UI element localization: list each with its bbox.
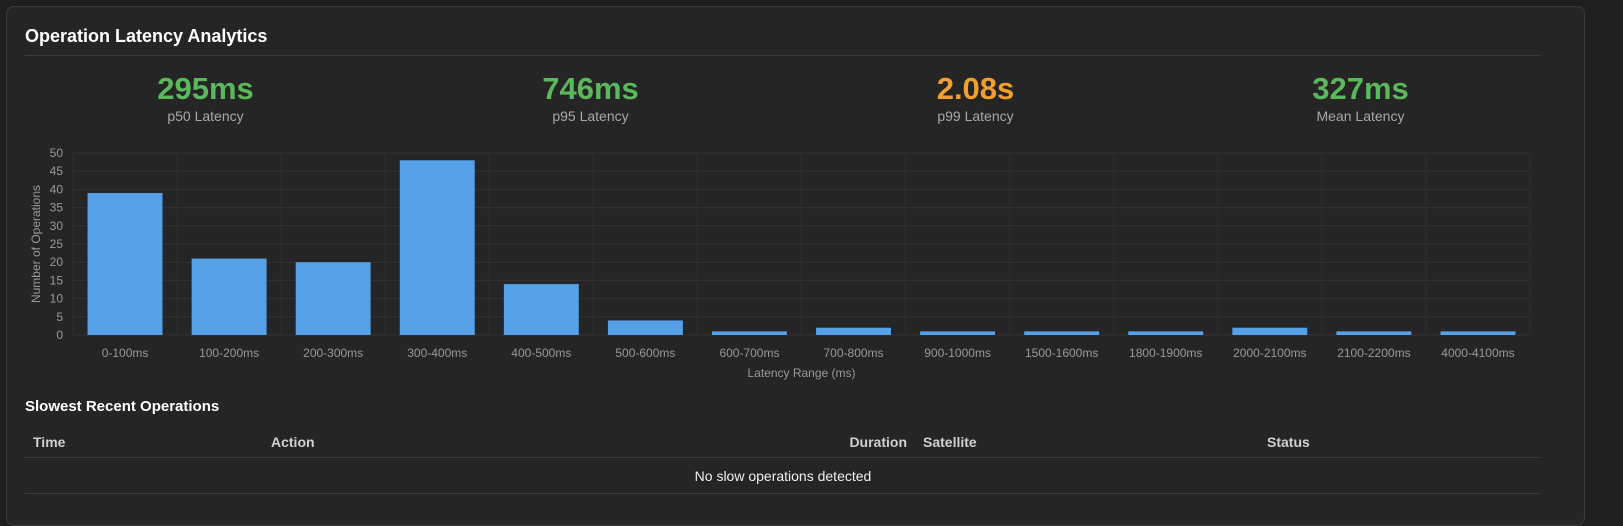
column-time[interactable]: Time xyxy=(25,427,263,458)
y-tick-label: 30 xyxy=(50,219,64,233)
column-satellite[interactable]: Satellite xyxy=(915,427,1259,458)
column-action[interactable]: Action xyxy=(263,427,819,458)
table-row: No slow operations detected xyxy=(25,457,1541,494)
stat-p50-label: p50 Latency xyxy=(167,108,244,124)
histogram-bar xyxy=(399,160,475,335)
panel-title: Operation Latency Analytics xyxy=(25,26,268,46)
stat-p95-value: 746ms xyxy=(542,71,639,106)
histogram-bar xyxy=(1024,331,1100,335)
x-axis-title: Latency Range (ms) xyxy=(747,366,855,380)
x-tick-label: 4000-4100ms xyxy=(1441,346,1514,360)
x-tick-label: 600-700ms xyxy=(719,346,779,360)
y-tick-label: 25 xyxy=(50,237,64,251)
column-status[interactable]: Status xyxy=(1259,427,1541,458)
x-tick-label: 700-800ms xyxy=(824,346,884,360)
histogram-bar xyxy=(711,331,787,335)
stat-p99: 2.08s p99 Latency xyxy=(783,70,1168,125)
y-tick-label: 40 xyxy=(50,182,64,196)
histogram-bar xyxy=(607,320,683,335)
histogram-bar xyxy=(920,331,996,335)
column-duration[interactable]: Duration xyxy=(819,427,915,458)
y-tick-label: 15 xyxy=(50,273,64,287)
x-tick-label: 2000-2100ms xyxy=(1233,346,1306,360)
y-tick-label: 10 xyxy=(50,292,64,306)
x-tick-label: 100-200ms xyxy=(199,346,259,360)
histogram-bar xyxy=(1336,331,1412,335)
histogram-bar xyxy=(503,284,579,335)
stat-mean-label: Mean Latency xyxy=(1316,108,1405,124)
slowest-ops-table: Time Action Duration Satellite Status No… xyxy=(25,427,1541,494)
stat-p50: 295ms p50 Latency xyxy=(13,70,398,125)
histogram-bar xyxy=(191,258,267,335)
latency-histogram-svg: 0 5 10 15 20 25 30 35 40 45 50 0-100ms 100-200ms 200-… xyxy=(29,146,1531,380)
stat-mean-value: 327ms xyxy=(1312,71,1409,106)
histogram-bar xyxy=(1232,327,1308,335)
x-tick-label: 1800-1900ms xyxy=(1129,346,1202,360)
x-tick-label: 900-1000ms xyxy=(924,346,991,360)
x-tick-label: 400-500ms xyxy=(511,346,571,360)
stat-p95: 746ms p95 Latency xyxy=(398,70,783,125)
x-tick-label: 1500-1600ms xyxy=(1025,346,1098,360)
y-axis-title: Number of Operations xyxy=(29,185,43,303)
x-tick-label: 200-300ms xyxy=(303,346,363,360)
histogram-bar xyxy=(1128,331,1204,335)
x-tick-label: 300-400ms xyxy=(407,346,467,360)
stat-p50-value: 295ms xyxy=(157,71,254,106)
x-tick-label: 2100-2200ms xyxy=(1337,346,1410,360)
stat-mean: 327ms Mean Latency xyxy=(1168,70,1553,125)
histogram-bar xyxy=(295,262,371,335)
latency-histogram: 0 5 10 15 20 25 30 35 40 45 50 0-100ms 100-200ms 200-… xyxy=(0,140,1623,390)
histogram-bar xyxy=(1440,331,1516,335)
slowest-ops-title: Slowest Recent Operations xyxy=(25,398,220,415)
title-divider xyxy=(25,55,1541,56)
x-tick-label: 0-100ms xyxy=(102,346,149,360)
stat-p95-label: p95 Latency xyxy=(552,108,629,124)
stat-p99-value: 2.08s xyxy=(936,71,1015,106)
y-tick-label: 35 xyxy=(50,201,64,215)
y-tick-label: 20 xyxy=(50,255,64,269)
x-tick-label: 500-600ms xyxy=(615,346,675,360)
stat-p99-label: p99 Latency xyxy=(937,108,1014,124)
table-header-row: Time Action Duration Satellite Status xyxy=(25,427,1541,458)
y-tick-label: 45 xyxy=(50,164,64,178)
y-tick-label: 5 xyxy=(56,310,63,324)
y-tick-label: 0 xyxy=(56,328,63,342)
y-tick-label: 50 xyxy=(50,146,64,160)
empty-message: No slow operations detected xyxy=(25,457,1541,494)
histogram-bar xyxy=(87,193,163,335)
histogram-bar xyxy=(816,327,892,335)
